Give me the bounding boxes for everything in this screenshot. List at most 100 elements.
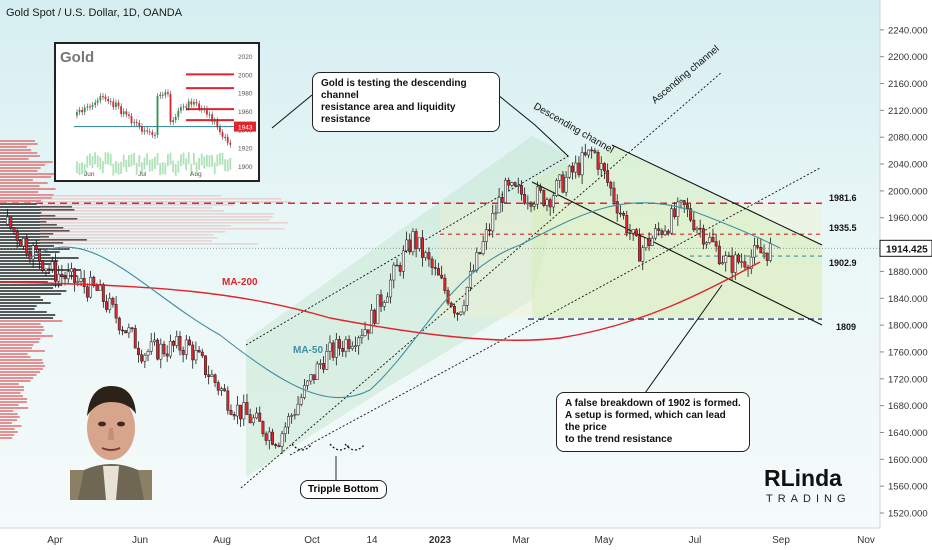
- candle-body: [491, 213, 495, 232]
- candle-body: [226, 390, 230, 411]
- candle-body: [673, 208, 677, 218]
- candle-body: [210, 374, 214, 377]
- volume-profile-bar: [40, 201, 291, 203]
- price-tick-label: 1520.000: [888, 509, 928, 520]
- volume-profile-bar: [0, 149, 32, 151]
- candle-body: [242, 402, 246, 420]
- inset-volume-bar: [112, 163, 115, 176]
- candle-body: [452, 305, 456, 314]
- inset-candle-body: [180, 107, 182, 111]
- descending-channel-upper: [611, 144, 823, 246]
- volume-profile-bar: [0, 335, 53, 337]
- inset-candle-body: [169, 93, 172, 123]
- volume-profile-bar: [0, 332, 42, 334]
- candle-body: [654, 228, 657, 239]
- inset-volume-bar: [122, 154, 125, 167]
- time-tick-label: Jun: [132, 535, 148, 546]
- volume-profile-bar: [0, 269, 82, 271]
- candle-body: [360, 335, 364, 339]
- candle-body: [178, 336, 182, 351]
- candle-body: [6, 216, 10, 225]
- inset-title: Gold: [60, 49, 94, 66]
- candle-body: [405, 239, 409, 252]
- inset-volume-bar: [151, 158, 154, 171]
- inset-candle-body: [78, 109, 81, 113]
- inset-volume-bar: [117, 162, 120, 175]
- callout-top: Gold is testing the descending channel r…: [312, 72, 500, 132]
- level-1902: 1902.9: [829, 258, 857, 268]
- volume-profile-bar: [40, 234, 214, 236]
- candle-body: [733, 254, 737, 273]
- volume-profile-bar: [0, 329, 45, 331]
- inset-volume-bar: [203, 156, 206, 169]
- inset-volume-bar: [200, 153, 203, 166]
- candle-body: [108, 298, 112, 310]
- candle-body: [296, 403, 300, 415]
- candle-body: [315, 363, 319, 380]
- inset-price-tick: 1960: [238, 109, 253, 116]
- volume-profile-bar: [0, 398, 28, 400]
- time-tick-label: Aug: [213, 535, 231, 546]
- inset-price-tick: 1900: [238, 164, 253, 171]
- candle-body: [421, 237, 424, 258]
- volume-profile-bar: [0, 371, 41, 373]
- candle-body: [401, 250, 405, 272]
- ma200-line: [0, 261, 761, 341]
- candle-body: [264, 433, 268, 441]
- inset-volume-bar: [216, 154, 219, 167]
- candle-body: [555, 180, 559, 196]
- candle-body: [762, 252, 766, 255]
- price-tick-label: 1680.000: [888, 401, 928, 412]
- inset-volume-bar: [180, 154, 182, 167]
- inset-volume-bar: [99, 157, 102, 170]
- logo-line2: TRADING: [766, 493, 851, 505]
- candle-body: [207, 374, 211, 377]
- inset-volume-bar: [102, 160, 104, 173]
- inset-volume-bar: [104, 152, 107, 165]
- candle-body: [408, 239, 412, 253]
- candle-body: [430, 258, 434, 268]
- price-tick-label: 2040.000: [888, 160, 928, 171]
- inset-volume-bar: [185, 158, 187, 171]
- inset-candle-body: [203, 108, 206, 110]
- logo-svg: RLinda TRADING: [764, 465, 851, 505]
- ascending-channel-lower: [289, 167, 821, 456]
- volume-profile-bar: [0, 221, 47, 223]
- candle-body: [248, 414, 252, 424]
- candle-body: [117, 317, 121, 331]
- tripple-bottom-arc: [344, 443, 366, 451]
- volume-profile-bar: [0, 263, 58, 265]
- candle-body: [631, 229, 635, 234]
- volume-profile-bar: [0, 305, 37, 307]
- volume-profile-bar: [0, 167, 41, 169]
- candle-body: [558, 174, 562, 181]
- inset-volume-bar: [130, 154, 133, 167]
- volume-profile-bar: [0, 356, 31, 358]
- candle-body: [657, 228, 661, 231]
- candle-body: [638, 235, 641, 262]
- candle-body: [670, 208, 673, 234]
- tripple-bottom-arc: [329, 443, 351, 451]
- candle-body: [95, 285, 99, 291]
- candle-body: [274, 444, 278, 446]
- volume-profile-bar: [0, 311, 47, 313]
- price-tick-label: 1880.000: [888, 267, 928, 278]
- volume-profile-bar: [0, 197, 52, 199]
- volume-profile-bar: [0, 260, 59, 262]
- candle-body: [698, 227, 702, 230]
- inset-volume-bar: [148, 159, 151, 172]
- volume-profile-bar: [0, 341, 40, 343]
- inset-candle-body: [96, 100, 99, 103]
- volume-profile-bar: [0, 350, 45, 352]
- volume-profile-bar: [40, 195, 222, 197]
- candle-body: [184, 339, 188, 355]
- candle-body: [593, 150, 597, 153]
- candle-body: [82, 278, 86, 288]
- candle-body: [79, 278, 83, 282]
- inset-volume-bar: [138, 155, 141, 168]
- candle-body: [727, 255, 731, 258]
- volume-profile-bar: [0, 404, 19, 406]
- volume-profile-bar: [0, 299, 44, 301]
- volume-profile-bar: [0, 272, 51, 274]
- volume-profile-bar: [0, 338, 41, 340]
